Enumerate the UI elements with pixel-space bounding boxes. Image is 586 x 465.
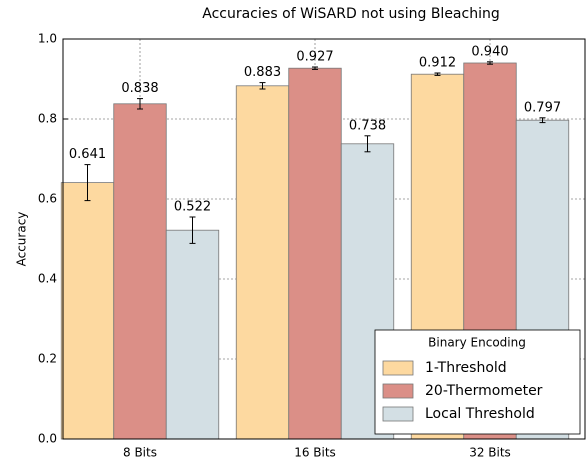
- y-tick-label: 0.6: [38, 192, 57, 206]
- x-tick-label: 16 Bits: [294, 446, 336, 460]
- bar: [113, 103, 167, 440]
- bar: [288, 67, 342, 440]
- x-tick-label: 32 Bits: [469, 446, 511, 460]
- data-label: 0.912: [419, 56, 456, 71]
- error-bar: [312, 66, 318, 70]
- y-tick-label: 0.4: [38, 272, 57, 286]
- data-label: 0.940: [471, 44, 508, 59]
- legend-swatch: [382, 360, 414, 376]
- error-bar: [189, 216, 196, 244]
- error-bar: [137, 98, 143, 110]
- plot-frame: [62, 38, 586, 440]
- data-label: 0.838: [121, 81, 158, 96]
- error-bar: [487, 61, 493, 65]
- y-tick-label: 0.0: [38, 432, 57, 446]
- y-axis-label: Accuracy: [15, 212, 29, 267]
- data-label: 0.927: [296, 50, 333, 65]
- error-bar: [84, 164, 91, 202]
- error-bar: [364, 135, 371, 153]
- y-tick-label: 0.2: [38, 352, 57, 366]
- y-tick-label: 0.8: [38, 112, 57, 126]
- data-label: 0.641: [69, 147, 106, 162]
- y-tick-label: 1.0: [38, 32, 57, 46]
- legend-label: 1-Threshold: [425, 360, 507, 376]
- legend-title: Binary Encoding: [428, 336, 526, 350]
- legend-swatch: [382, 383, 414, 399]
- bar: [60, 182, 115, 440]
- bar: [165, 229, 220, 440]
- data-label: 0.522: [174, 200, 211, 215]
- error-bar: [539, 117, 546, 124]
- x-tick-label: 8 Bits: [123, 446, 157, 460]
- error-bar: [259, 82, 266, 90]
- error-bar: [434, 72, 441, 76]
- data-label: 0.738: [349, 118, 386, 133]
- legend-swatch: [382, 406, 414, 422]
- legend-label: 20-Thermometer: [425, 383, 543, 399]
- data-label: 0.797: [524, 100, 561, 115]
- legend-label: Local Threshold: [425, 406, 535, 422]
- data-label: 0.883: [244, 65, 281, 80]
- chart-title: Accuracies of WiSARD not using Bleaching: [202, 6, 499, 22]
- bar: [235, 85, 290, 440]
